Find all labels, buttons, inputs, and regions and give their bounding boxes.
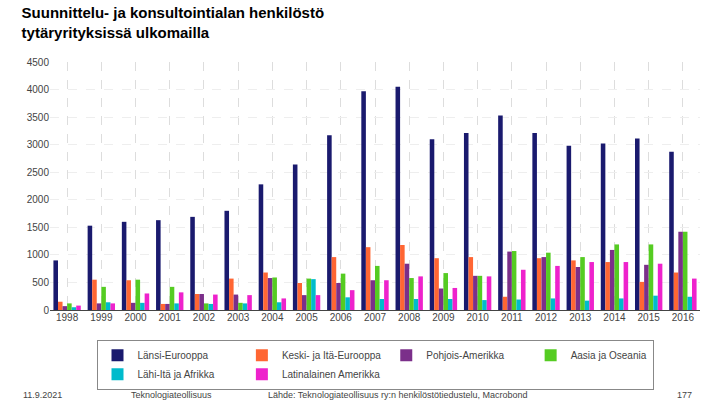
svg-text:2014: 2014 (603, 312, 626, 323)
svg-text:1500: 1500 (27, 222, 50, 233)
svg-text:2004: 2004 (261, 312, 284, 323)
svg-text:3500: 3500 (27, 112, 50, 123)
svg-text:Teknologiateollisuus: Teknologiateollisuus (131, 390, 212, 400)
svg-text:500: 500 (32, 277, 49, 288)
svg-text:1000: 1000 (27, 249, 50, 260)
svg-text:2006: 2006 (330, 312, 353, 323)
svg-text:2500: 2500 (27, 167, 50, 178)
svg-text:2003: 2003 (227, 312, 250, 323)
svg-text:1998: 1998 (56, 312, 79, 323)
svg-text:11.9.2021: 11.9.2021 (23, 390, 62, 400)
svg-text:2000: 2000 (124, 312, 147, 323)
svg-text:2002: 2002 (193, 312, 216, 323)
svg-text:Pohjois-Amerikka: Pohjois-Amerikka (426, 350, 504, 361)
svg-text:2000: 2000 (27, 194, 50, 205)
svg-text:2012: 2012 (535, 312, 558, 323)
svg-text:4500: 4500 (27, 57, 50, 68)
svg-text:2001: 2001 (159, 312, 182, 323)
svg-text:3000: 3000 (27, 139, 50, 150)
svg-text:2013: 2013 (569, 312, 592, 323)
svg-text:1999: 1999 (90, 312, 113, 323)
svg-text:4000: 4000 (27, 84, 50, 95)
svg-text:2016: 2016 (672, 312, 695, 323)
svg-text:0: 0 (43, 305, 49, 316)
svg-text:Keski- ja Itä-Eurooppa: Keski- ja Itä-Eurooppa (282, 350, 381, 361)
svg-text:2009: 2009 (432, 312, 455, 323)
svg-text:Aasia ja Oseania: Aasia ja Oseania (571, 350, 647, 361)
svg-text:Lähi-Itä ja Afrikka: Lähi-Itä ja Afrikka (138, 369, 215, 380)
svg-text:Suunnittelu- ja konsultointial: Suunnittelu- ja konsultointialan henkilö… (22, 4, 325, 41)
svg-text:2015: 2015 (638, 312, 661, 323)
svg-text:2010: 2010 (467, 312, 490, 323)
svg-text:2008: 2008 (398, 312, 421, 323)
svg-text:Latinalainen Amerikka: Latinalainen Amerikka (282, 369, 380, 380)
svg-text:Länsi-Eurooppa: Länsi-Eurooppa (138, 350, 209, 361)
svg-text:2007: 2007 (364, 312, 387, 323)
svg-text:2005: 2005 (295, 312, 318, 323)
svg-text:Lähde: Teknologiateollisuus ry: Lähde: Teknologiateollisuus ry:n henkilö… (268, 390, 528, 400)
svg-text:177: 177 (677, 390, 692, 400)
svg-text:2011: 2011 (501, 312, 523, 323)
